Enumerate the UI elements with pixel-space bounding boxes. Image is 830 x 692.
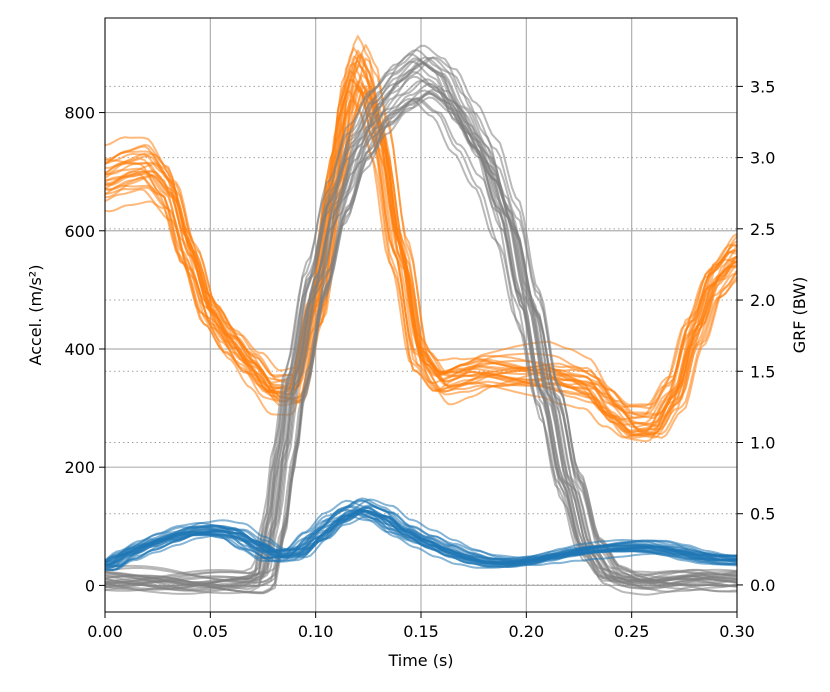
series-1 — [104, 497, 738, 572]
x-tick-label: 0.10 — [298, 622, 334, 641]
trial-line — [104, 57, 738, 589]
trial-line — [105, 505, 738, 568]
x-tick-label: 0.20 — [509, 622, 545, 641]
y-right-tick-label: 0.5 — [750, 505, 775, 524]
trial-line — [104, 47, 738, 414]
trial-line — [104, 44, 738, 431]
trial-line — [104, 96, 738, 584]
trial-line — [104, 83, 738, 432]
y-right-tick-label: 2.5 — [750, 220, 775, 239]
y-left-tick-label: 200 — [64, 458, 95, 477]
series-2 — [104, 44, 738, 596]
trial-line — [104, 71, 738, 596]
y-right-tick-label: 1.0 — [750, 433, 775, 452]
y-right-tick-label: 3.0 — [750, 149, 775, 168]
y-axis-left-label: Accel. (m/s²) — [26, 265, 45, 366]
x-tick-label: 0.25 — [614, 622, 650, 641]
y-left-tick-label: 400 — [64, 340, 95, 359]
trial-line — [104, 515, 738, 571]
y-left-tick-label: 0 — [85, 576, 95, 595]
y-right-tick-label: 2.0 — [750, 291, 775, 310]
y-right-tick-label: 0.0 — [750, 576, 775, 595]
axes: 0.00 0.05 0.10 0.15 0.20 0.25 0.30 0 200 400 600 80… — [64, 77, 775, 641]
y-left-tick-label: 800 — [64, 104, 95, 123]
y-right-tick-label: 3.5 — [750, 77, 775, 96]
x-tick-label: 0.30 — [719, 622, 755, 641]
x-tick-label: 0.05 — [193, 622, 229, 641]
x-tick-label: 0.15 — [403, 622, 439, 641]
series-layer — [104, 35, 738, 596]
x-axis-label: Time (s) — [387, 651, 453, 670]
y-right-tick-label: 1.5 — [750, 362, 775, 381]
x-tick-label: 0.00 — [87, 622, 123, 641]
trial-line — [104, 69, 738, 433]
trial-line — [104, 509, 738, 568]
trial-line — [104, 53, 738, 437]
y-left-tick-label: 600 — [64, 222, 95, 241]
y-axis-right-label: GRF (BW) — [790, 277, 809, 354]
series-0 — [104, 35, 738, 443]
trial-line — [104, 56, 738, 595]
